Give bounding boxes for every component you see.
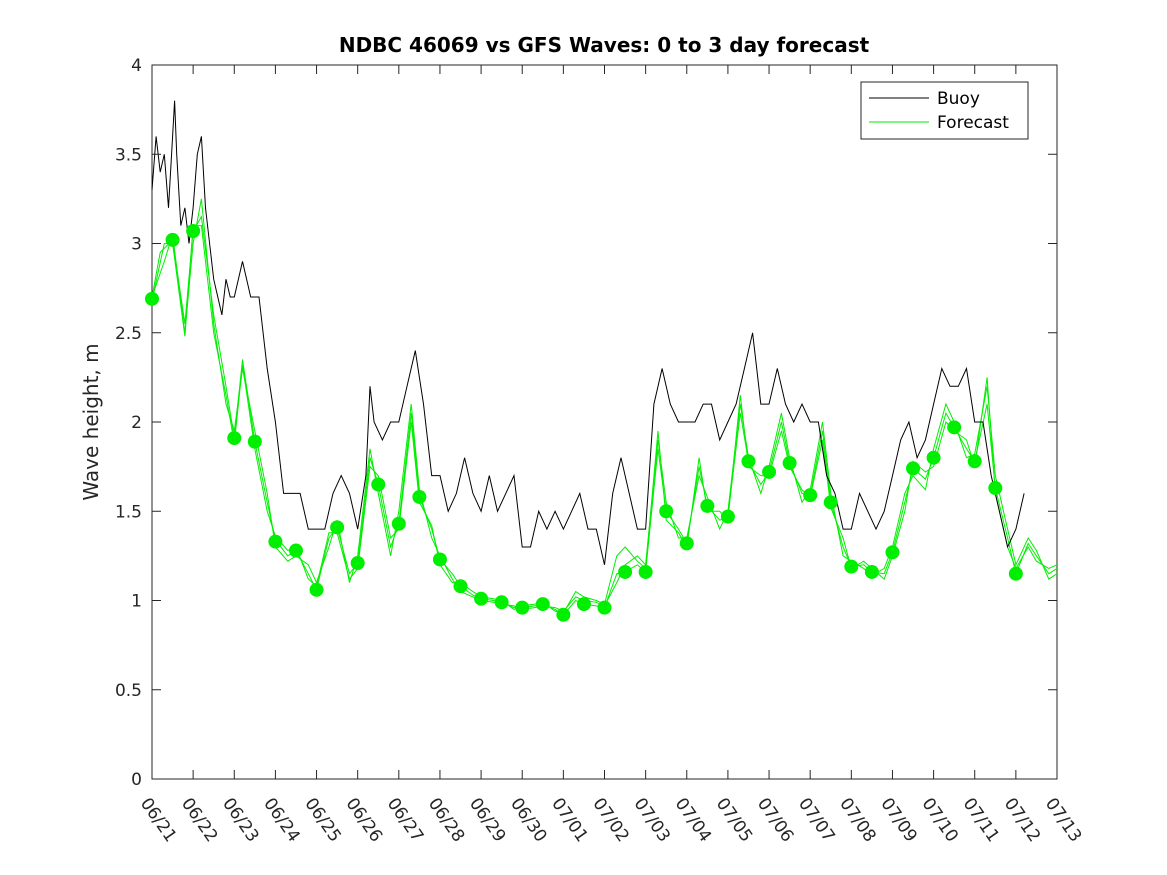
forecast-marker [186,224,201,239]
y-tick-label: 1 [131,592,142,612]
axes-box [151,64,1058,780]
y-tick-label: 4 [131,56,142,76]
forecast-marker [906,461,921,476]
forecast-marker [309,582,324,597]
y-axis-label: Wave height, m [79,343,103,500]
forecast-marker [535,597,550,612]
legend-box [860,81,1029,140]
forecast-marker [453,579,468,594]
forecast-marker [227,431,242,446]
forecast-marker [782,456,797,471]
forecast-marker [1008,566,1023,581]
legend: Buoy Forecast [860,81,1029,140]
forecast-marker [823,495,838,510]
forecast-marker [967,454,982,469]
forecast-marker [844,559,859,574]
plot-area [145,64,1058,780]
forecast-marker [576,597,591,612]
y-tick-label: 2.5 [115,324,142,344]
forecast-marker [926,450,941,465]
forecast-marker [864,564,879,579]
legend-buoy-label: Buoy [937,89,980,109]
y-tick-label: 2 [131,413,142,433]
forecast-marker [350,556,365,571]
forecast-marker [165,232,180,247]
legend-forecast-label: Forecast [937,113,1009,133]
forecast-marker [515,600,530,615]
forecast-marker [247,434,262,449]
chart-title: NDBC 46069 vs GFS Waves: 0 to 3 day fore… [339,33,870,57]
forecast-marker [288,543,303,558]
forecast-marker [679,536,694,551]
forecast-marker [597,600,612,615]
forecast-marker [638,564,653,579]
forecast-marker [988,481,1003,496]
forecast-marker [268,534,283,549]
forecast-marker [720,509,735,524]
forecast-marker [145,291,159,306]
forecast-marker [741,454,756,469]
forecast-marker [618,564,633,579]
forecast-marker [885,545,900,560]
y-tick-label: 1.5 [115,502,142,522]
forecast-marker [762,464,777,479]
forecast-marker [371,477,386,492]
y-tick-label: 0.5 [115,681,142,701]
forecast-marker [659,504,674,519]
y-tick-label: 3.5 [115,145,142,165]
buoy-series [151,100,1025,565]
forecast-marker [432,552,447,567]
y-tick-label: 3 [131,235,142,255]
forecast-markers [145,224,1023,622]
forecast-marker [391,516,406,531]
forecast-marker [412,489,427,504]
y-tick-label: 0 [131,770,142,790]
forecast-marker [556,607,571,622]
forecast-marker [700,498,715,513]
y-axis: 0 0.5 1 1.5 2 2.5 3 3.5 4 [115,56,1057,790]
forecast-marker [330,520,345,535]
forecast-marker [803,488,818,503]
forecast-marker [494,595,509,610]
forecast-marker [947,420,962,435]
buoy-line [151,100,1025,565]
forecast-marker [474,591,489,606]
